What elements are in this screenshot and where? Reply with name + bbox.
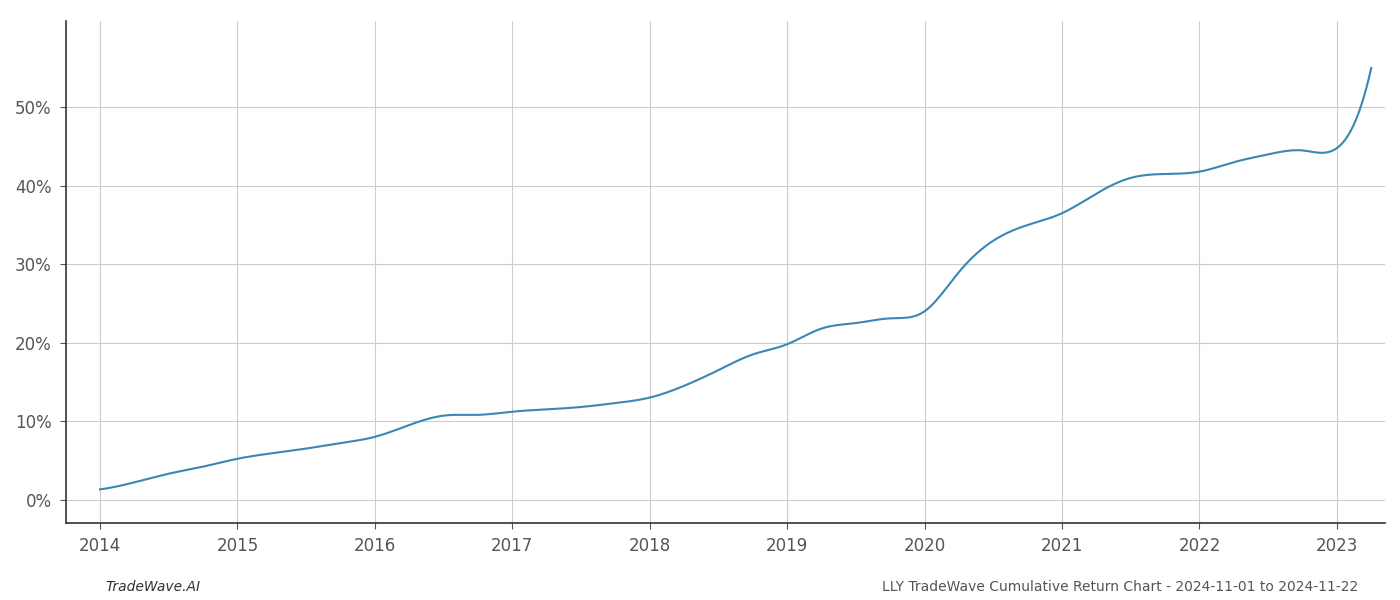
Text: TradeWave.AI: TradeWave.AI: [105, 580, 200, 594]
Text: LLY TradeWave Cumulative Return Chart - 2024-11-01 to 2024-11-22: LLY TradeWave Cumulative Return Chart - …: [882, 580, 1358, 594]
